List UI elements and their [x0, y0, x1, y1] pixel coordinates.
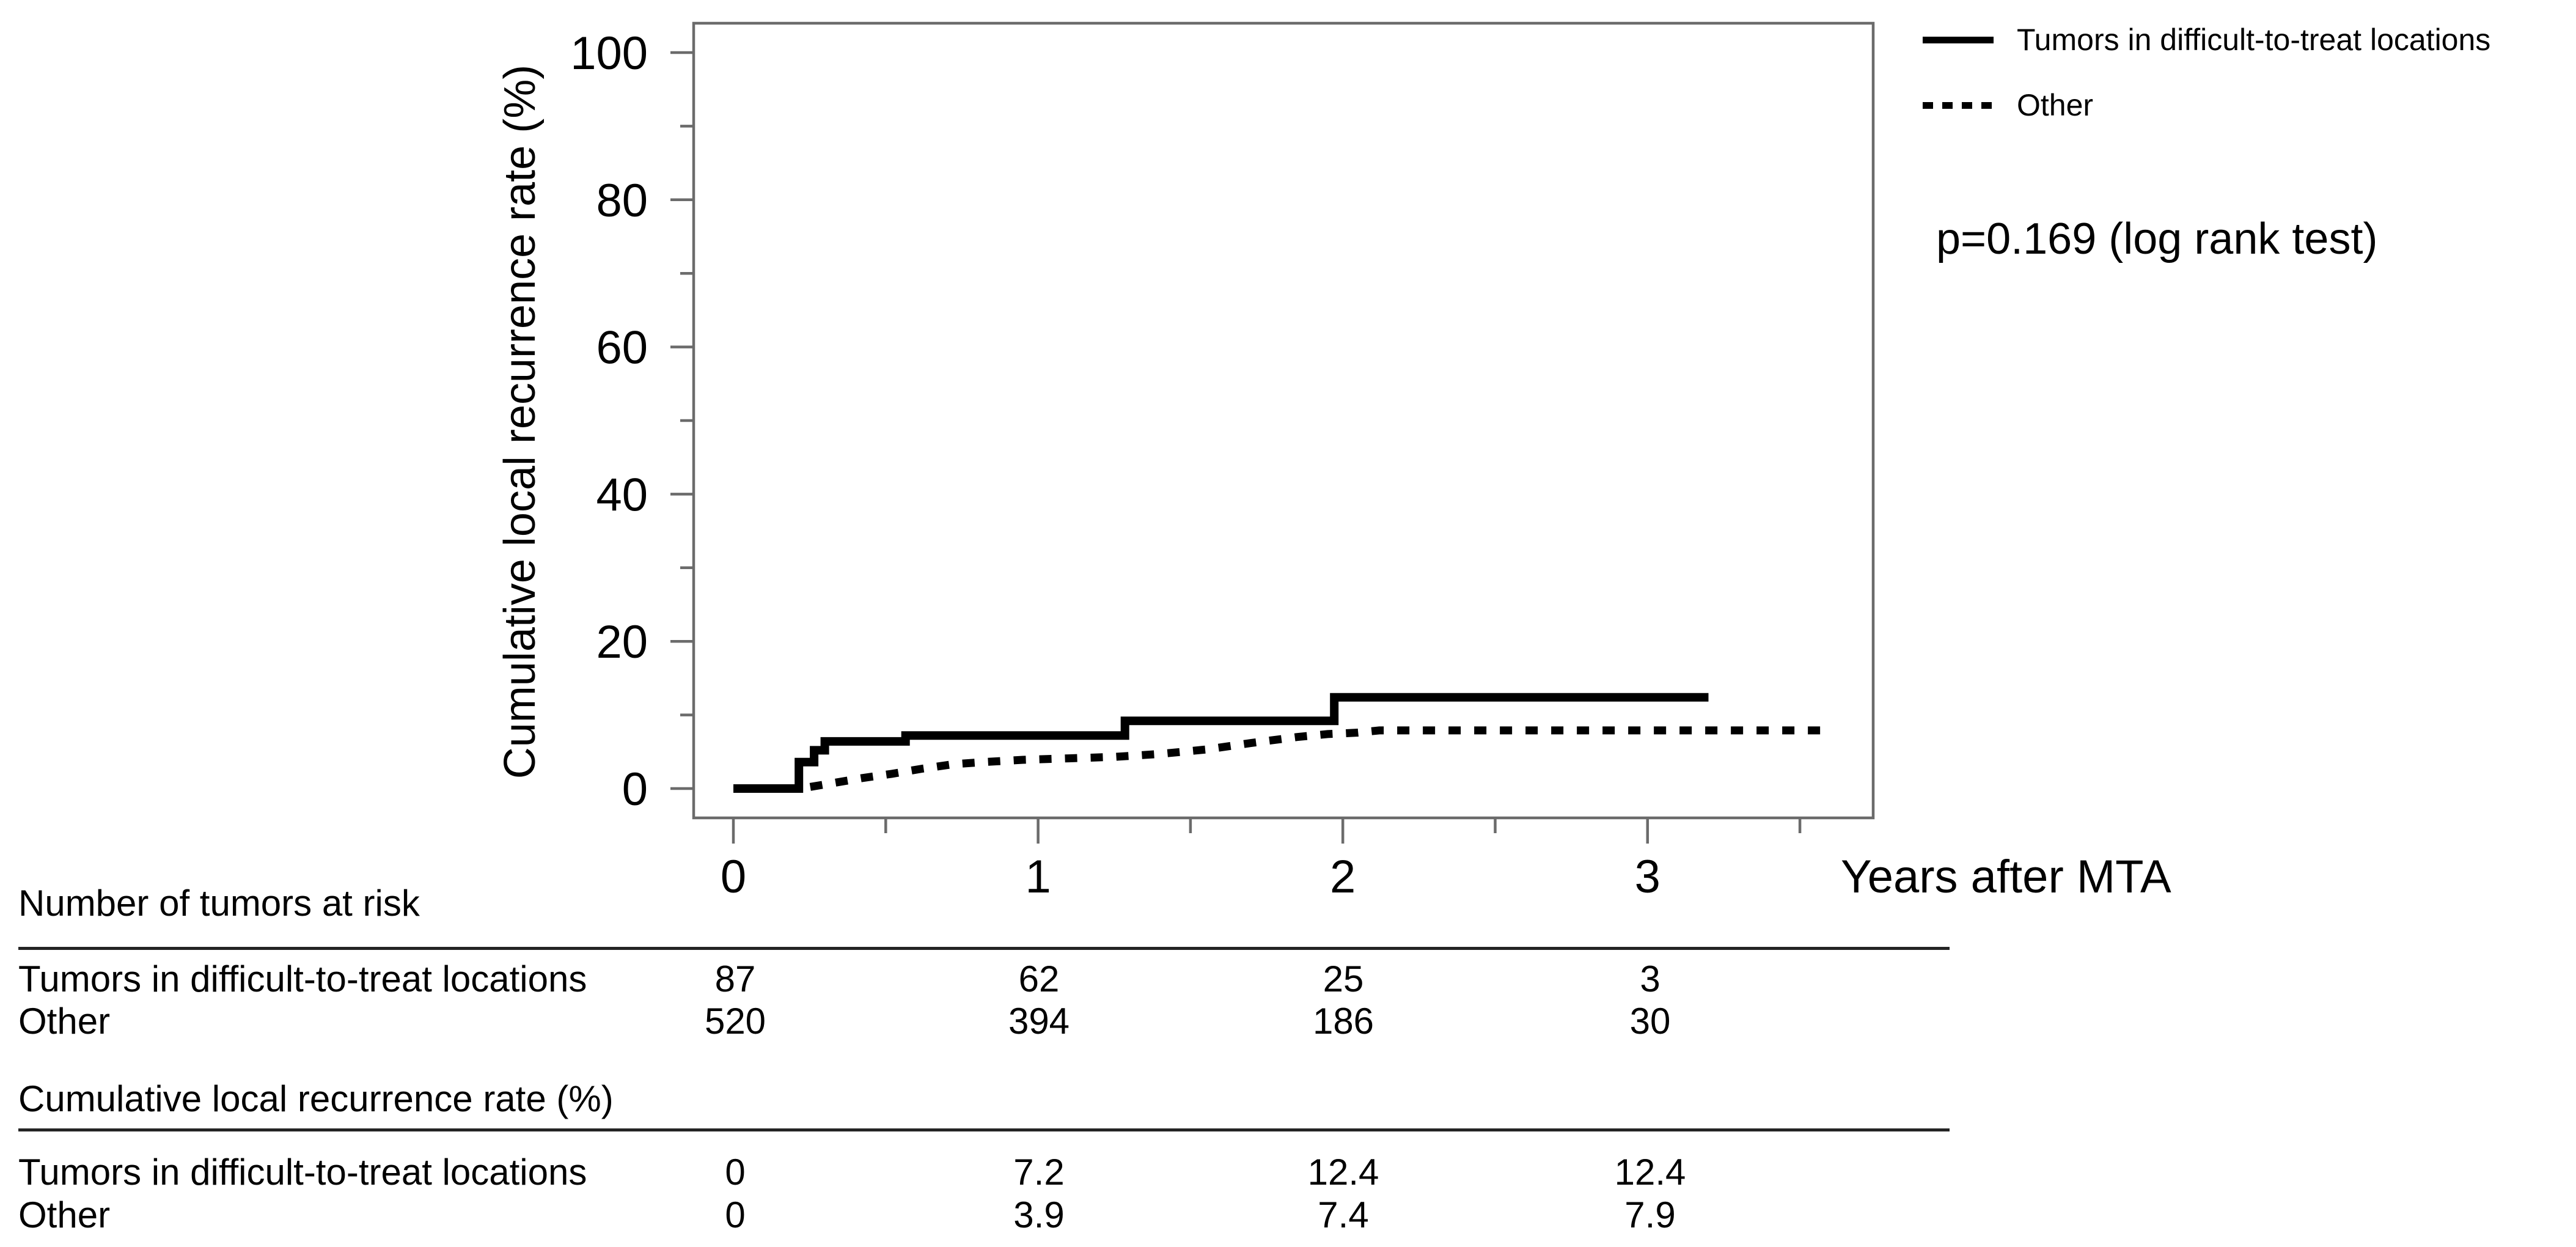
risk-table-rule	[18, 947, 1950, 950]
risk-count: 186	[1312, 1001, 1374, 1042]
risk-count: 30	[1629, 1001, 1671, 1042]
rate-value: 7.2	[1013, 1152, 1065, 1193]
legend: Tumors in difficult-to-treat locations O…	[1923, 17, 2490, 128]
svg-text:3: 3	[1635, 851, 1660, 903]
svg-text:0: 0	[721, 851, 746, 903]
svg-text:1: 1	[1025, 851, 1051, 903]
row-label: Other	[18, 1001, 111, 1042]
dotted-line-swatch	[1923, 101, 1994, 109]
p-value-annotation: p=0.169 (log rank test)	[1936, 215, 2378, 263]
rate-value: 7.9	[1624, 1194, 1676, 1235]
rate-table-rule	[18, 1128, 1950, 1131]
rate-value: 12.4	[1614, 1152, 1686, 1193]
risk-count: 3	[1640, 958, 1660, 999]
risk-count: 87	[714, 958, 756, 999]
svg-text:20: 20	[596, 616, 648, 668]
svg-text:40: 40	[596, 469, 648, 521]
rate-value: 0	[725, 1152, 746, 1193]
svg-text:100: 100	[570, 28, 648, 79]
rate-value: 3.9	[1013, 1194, 1065, 1235]
row-label: Other	[18, 1194, 111, 1235]
risk-count: 62	[1018, 958, 1060, 999]
legend-item-other: Other	[1923, 83, 2490, 128]
svg-text:0: 0	[622, 763, 648, 815]
legend-label-difficult-locations: Tumors in difficult-to-treat locations	[2017, 23, 2491, 57]
rate-table-row-difficult-locations: Tumors in difficult-to-treat locations 0…	[0, 1151, 2576, 1195]
risk-table-heading: Number of tumors at risk	[18, 883, 420, 924]
svg-text:60: 60	[596, 322, 648, 374]
risk-count: 394	[1008, 1001, 1070, 1042]
legend-item-difficult-locations: Tumors in difficult-to-treat locations	[1923, 17, 2490, 62]
risk-table-row-other: Other 520 394 186 30	[0, 1000, 2576, 1044]
solid-line-swatch	[1923, 36, 1994, 43]
legend-label-other: Other	[2017, 88, 2094, 122]
risk-table-row-difficult-locations: Tumors in difficult-to-treat locations 8…	[0, 958, 2576, 1002]
x-axis-title: Years after MTA	[1841, 851, 2171, 903]
row-label: Tumors in difficult-to-treat locations	[18, 958, 587, 999]
rate-table-heading: Cumulative local recurrence rate (%)	[18, 1078, 614, 1119]
rate-value: 12.4	[1307, 1152, 1379, 1193]
rate-value: 7.4	[1318, 1194, 1369, 1235]
svg-text:80: 80	[596, 175, 648, 227]
svg-text:2: 2	[1330, 851, 1356, 903]
row-label: Tumors in difficult-to-treat locations	[18, 1152, 587, 1193]
risk-count: 25	[1323, 958, 1364, 999]
risk-count: 520	[704, 1001, 766, 1042]
rate-value: 0	[725, 1194, 746, 1235]
y-axis-title: Cumulative local recurrence rate (%)	[496, 64, 545, 779]
rate-table-row-other: Other 0 3.9 7.4 7.9	[0, 1194, 2576, 1238]
